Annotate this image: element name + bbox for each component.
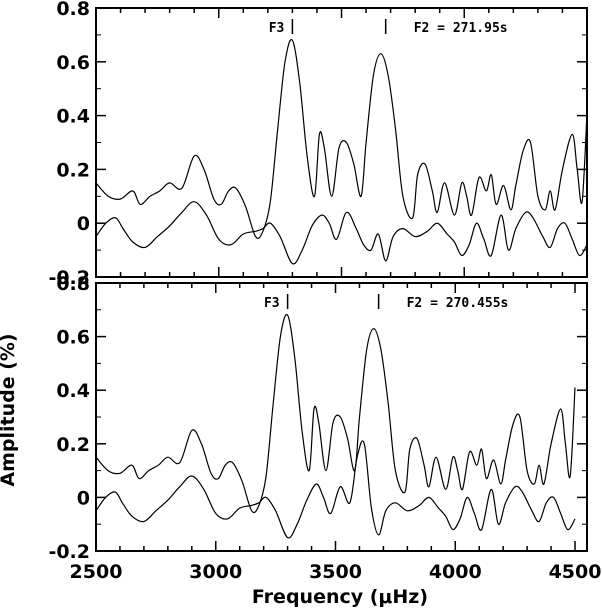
y-tick-label: 0 [77, 213, 90, 235]
amplitude-spectrum-line [95, 38, 588, 239]
f2-period-label: F2 = 270.455s [407, 296, 509, 311]
panel-top: -0.2 0 0.2 0.4 0.6 0.8 F3 F2 = 271.95s [48, 0, 588, 289]
y-tick-label: 0.2 [56, 159, 90, 181]
axis-titles: Frequency (μHz) Amplitude (%) [0, 333, 428, 608]
y-tick-label: 0.6 [56, 327, 90, 349]
f2-period-label: F2 = 271.95s [414, 21, 508, 36]
x-tick-label: 3500 [309, 561, 362, 583]
panel-bottom: -0.2 0 0.2 0.4 0.6 0.8 2500 3000 3500 4000 4500 F3 F… [48, 273, 601, 583]
f3-label: F3 [264, 296, 280, 311]
y-tick-label: 0.8 [56, 0, 90, 20]
y-tick-label: -0.2 [48, 267, 90, 289]
f3-label: F3 [269, 21, 285, 36]
y-tick-label: -0.2 [48, 541, 90, 563]
y-tick-label: 0.8 [56, 273, 90, 295]
plot-frame [95, 282, 588, 552]
y-tick-label: 0 [77, 487, 90, 509]
x-tick-label: 2500 [70, 561, 123, 583]
x-tick-label: 4500 [549, 561, 602, 583]
y-tick-label: 0.4 [56, 106, 90, 128]
y-tick-label: 0.2 [56, 434, 90, 456]
amplitude-spectrum-line [95, 313, 576, 514]
residual-spectrum-line [95, 201, 588, 265]
residual-spectrum-line [95, 440, 576, 539]
y-tick-label: 0.4 [56, 380, 90, 402]
x-tick-label: 4000 [429, 561, 482, 583]
x-axis-title: Frequency (μHz) [252, 586, 428, 608]
y-tick-label: 0.6 [56, 52, 90, 74]
y-axis-title: Amplitude (%) [0, 333, 19, 486]
x-tick-label: 3000 [189, 561, 242, 583]
